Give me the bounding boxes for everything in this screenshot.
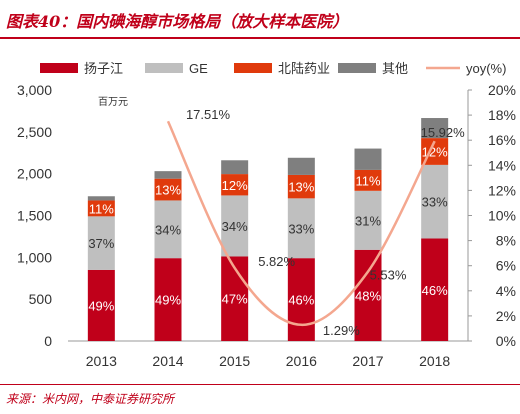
source-note: 来源：米内网，中泰证券研究所 [6,392,175,406]
bar-share-label: 31% [355,213,381,228]
market-share-chart: 扬子江 GE 北陆药业 其他 yoy(%) 百万元 0 500 1,000 1,500 2,00… [17,61,516,369]
bar-segment [354,169,382,191]
y-tick-label: 0 [44,333,52,349]
legend-swatch [145,63,183,73]
bar-segment [287,174,315,199]
bar-segment [87,196,115,201]
legend-label: 扬子江 [84,61,123,76]
y-right-tick-label: 6% [496,258,516,274]
y-right-tick-label: 8% [496,233,516,249]
yoy-data-label: 15.92% [421,125,466,140]
yoy-data-label: 1.29% [323,323,360,338]
x-tick-label: 2018 [419,353,450,369]
legend-swatch [40,63,78,73]
yoy-line [166,120,436,327]
yoy-line-series: 17.51% 5.82% 1.29% 5.53% 15.92% [166,107,466,338]
bar-share-label: 37% [88,236,114,251]
chart-legend: 扬子江 GE 北陆药业 其他 yoy(%) [40,61,506,76]
bar-segment [287,157,315,175]
bar-share-label: 34% [222,219,248,234]
x-tick-label: 2016 [286,353,317,369]
y-right-tick-label: 12% [488,182,516,198]
x-tick-label: 2014 [152,353,183,369]
y-right-tick-label: 0% [496,333,516,349]
bar-segment [421,118,449,139]
bar-share-label: 34% [155,222,181,237]
legend-label: GE [189,61,208,76]
y-right-tick-label: 18% [488,107,516,123]
y-tick-label: 2,000 [17,166,52,182]
y-tick-label: 500 [29,291,53,307]
bar-segment [287,258,315,341]
bar-segment [87,216,115,270]
y-right-tick-label: 20% [488,82,516,98]
bar-share-label: 33% [422,195,448,210]
bar-segment [154,200,182,259]
unit-label: 百万元 [98,96,128,108]
bar-series: 49% 37% 11% 49% 34% 13% 47% 34% 12% 46% 33% 13% 48% 3… [87,118,449,341]
bar-segment [87,269,115,341]
bar-segment [421,164,449,239]
legend-label: 北陆药业 [278,61,330,76]
bar-share-label: 13% [288,180,314,195]
bar-segment [87,200,115,217]
chart-axes: 0 500 1,000 1,500 2,000 2,500 3,000 0% 2% 4% 6% 8% 1… [17,82,516,369]
bar-share-label: 33% [288,221,314,236]
bar-share-label: 49% [88,298,114,313]
y-right-tick-label: 16% [488,132,516,148]
figure-title: 图表40：国内碘海醇市场格局（放大样本医院） [6,12,349,31]
bar-share-label: 49% [155,293,181,308]
y-tick-label: 1,000 [17,249,52,265]
x-tick-label: 2013 [86,353,117,369]
legend-label: yoy(%) [466,61,506,76]
bar-segment [154,178,182,201]
yoy-data-label: 5.82% [258,254,295,269]
bar-share-label: 48% [355,288,381,303]
y-right-tick-label: 10% [488,208,516,224]
bar-segment [354,148,382,170]
bar-segment [221,195,249,257]
bar-share-label: 11% [89,201,114,216]
x-tick-label: 2015 [219,353,250,369]
bar-segment [354,249,382,341]
bar-segment [354,190,382,250]
bar-share-label: 11% [355,173,380,188]
legend-swatch [338,63,376,73]
y-right-tick-label: 2% [496,308,516,324]
bar-share-label: 46% [422,283,448,298]
y-right-tick-label: 14% [488,157,516,173]
bar-share-label: 13% [155,183,181,198]
yoy-data-label: 5.53% [370,268,407,283]
x-tick-label: 2017 [352,353,383,369]
bar-segment [154,258,182,341]
legend-label: 其他 [382,61,408,76]
bar-segment [221,160,249,175]
bar-share-label: 12% [222,178,248,193]
y-tick-label: 1,500 [17,208,52,224]
yoy-data-label: 17.51% [186,107,231,122]
bar-segment [154,171,182,179]
y-tick-label: 2,500 [17,124,52,140]
y-right-tick-label: 4% [496,283,516,299]
bar-share-label: 47% [222,292,248,307]
bar-segment [287,198,315,259]
bar-segment [421,238,449,341]
bar-share-label: 46% [288,293,314,308]
bar-segment [221,256,249,341]
title-divider [0,37,520,39]
y-tick-label: 3,000 [17,82,52,98]
source-divider [0,384,520,385]
legend-swatch [234,63,272,73]
bar-segment [221,174,249,196]
